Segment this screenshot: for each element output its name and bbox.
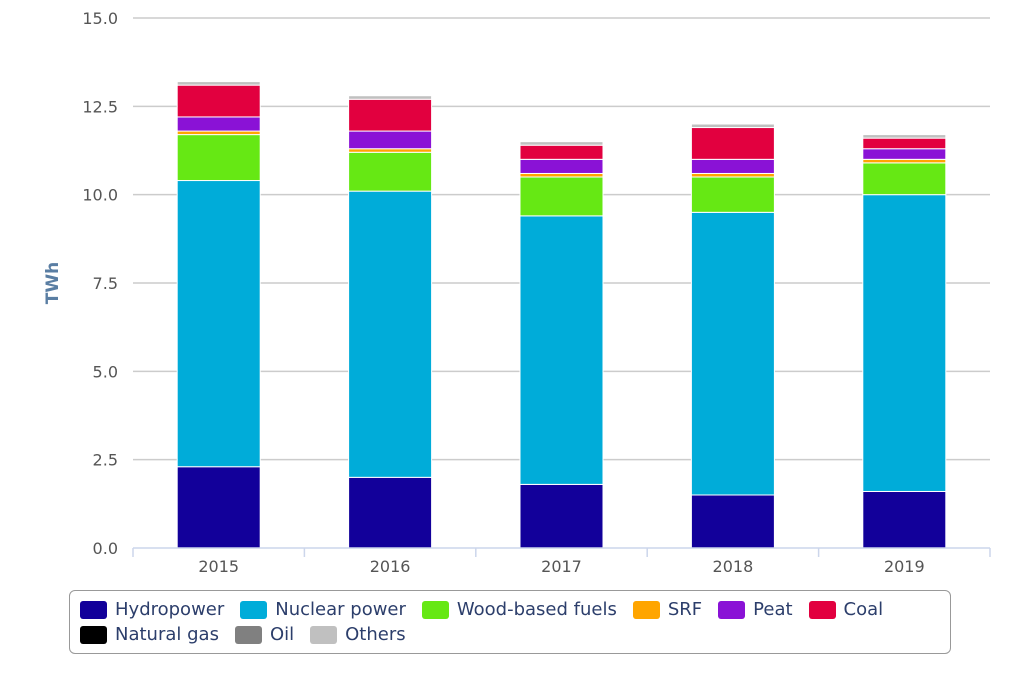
legend-label: Peat	[753, 599, 793, 620]
legend-swatch	[718, 600, 746, 619]
bar-segment[interactable]	[690, 211, 775, 496]
bar-segment[interactable]	[176, 84, 261, 118]
legend-item[interactable]: Peat	[718, 599, 793, 620]
bar-segment[interactable]	[176, 466, 261, 549]
bars	[176, 81, 947, 549]
x-tick-label: 2019	[884, 557, 925, 576]
bar-segment[interactable]	[519, 215, 604, 485]
y-tick-label: 10.0	[82, 186, 118, 205]
bar-segment[interactable]	[176, 134, 261, 182]
bar-segment[interactable]	[862, 158, 947, 164]
y-tick-label: 15.0	[82, 9, 118, 28]
legend-item[interactable]: Coal	[808, 599, 884, 620]
bar-segment[interactable]	[862, 148, 947, 160]
y-axis-label: TWh	[43, 262, 63, 304]
bar-segment[interactable]	[176, 81, 261, 86]
legend-swatch	[421, 600, 449, 619]
bar-segment[interactable]	[862, 162, 947, 196]
bar-segment[interactable]	[862, 490, 947, 549]
bar-segment[interactable]	[176, 130, 261, 136]
legend-item[interactable]: Wood-based fuels	[421, 599, 617, 620]
legend-swatch	[240, 600, 268, 619]
bar-segment[interactable]	[690, 127, 775, 160]
y-tick-label: 0.0	[93, 539, 118, 558]
bar-segment[interactable]	[519, 158, 604, 174]
legend-label: Wood-based fuels	[456, 599, 617, 620]
bar-segment[interactable]	[348, 130, 433, 150]
x-tick-label: 2018	[713, 557, 754, 576]
bar-segment[interactable]	[862, 137, 947, 150]
bar-segment[interactable]	[348, 190, 433, 478]
legend-swatch	[632, 600, 660, 619]
bar-segment[interactable]	[690, 494, 775, 549]
bar-segment[interactable]	[348, 151, 433, 192]
bar-segment[interactable]	[519, 144, 604, 160]
legend-item[interactable]: Others	[310, 624, 406, 645]
legend-item[interactable]: Oil	[234, 624, 295, 645]
y-axis-tick-labels: 0.0 2.5 5.0 7.5 10.0 12.5 15.0	[82, 9, 118, 558]
legend-item[interactable]: SRF	[632, 599, 703, 620]
bar-segment[interactable]	[519, 141, 604, 146]
legend-label: Oil	[269, 624, 295, 645]
legend-swatch	[310, 625, 338, 644]
legend-swatch	[80, 600, 107, 619]
legend: Hydropower Nuclear power Wood-based fuels S…	[69, 590, 951, 654]
bar-segment[interactable]	[348, 148, 433, 153]
bar-segment[interactable]	[176, 116, 261, 132]
y-tick-label: 12.5	[82, 97, 118, 116]
y-tick-label: 5.0	[93, 362, 118, 381]
legend-label: Hydropower	[115, 599, 225, 620]
bar-segment[interactable]	[690, 172, 775, 178]
x-tick-label: 2015	[198, 557, 239, 576]
legend-label: Coal	[843, 599, 884, 620]
legend-swatch	[80, 625, 107, 644]
legend-item[interactable]: Natural gas	[80, 624, 219, 645]
x-axis: 2015 2016 2017 2018 2019	[132, 547, 991, 576]
legend-label: SRF	[667, 599, 703, 620]
legend-label: Nuclear power	[275, 599, 406, 620]
bar-segment[interactable]	[690, 158, 775, 174]
bar-segment[interactable]	[862, 134, 947, 139]
bar-segment[interactable]	[519, 483, 604, 549]
bar-segment[interactable]	[348, 476, 433, 549]
x-tick-label: 2016	[370, 557, 411, 576]
x-tick-label: 2017	[541, 557, 582, 576]
stacked-bar-chart: 0.02.55.07.510.012.515.0 2015 2016 2017 201…	[43, 9, 991, 576]
bar-segment[interactable]	[690, 176, 775, 213]
bar-segment[interactable]	[519, 172, 604, 178]
legend-row: Natural gas Oil Others	[80, 622, 950, 647]
legend-swatch	[234, 625, 262, 644]
legend-label: Others	[345, 624, 406, 645]
y-tick-label: 7.5	[93, 274, 118, 293]
bar-segment[interactable]	[862, 194, 947, 492]
bar-segment[interactable]	[348, 95, 433, 100]
bar-segment[interactable]	[519, 176, 604, 217]
legend-item[interactable]: Hydropower	[80, 599, 224, 620]
legend-swatch	[808, 600, 836, 619]
legend-row: Hydropower Nuclear power Wood-based fuels S…	[80, 597, 950, 622]
bar-segment[interactable]	[690, 123, 775, 129]
legend-label: Natural gas	[115, 624, 219, 645]
bar-segment[interactable]	[348, 98, 433, 132]
legend-item[interactable]: Nuclear power	[240, 599, 406, 620]
bar-segment[interactable]	[176, 180, 261, 468]
y-tick-label: 2.5	[93, 451, 118, 470]
